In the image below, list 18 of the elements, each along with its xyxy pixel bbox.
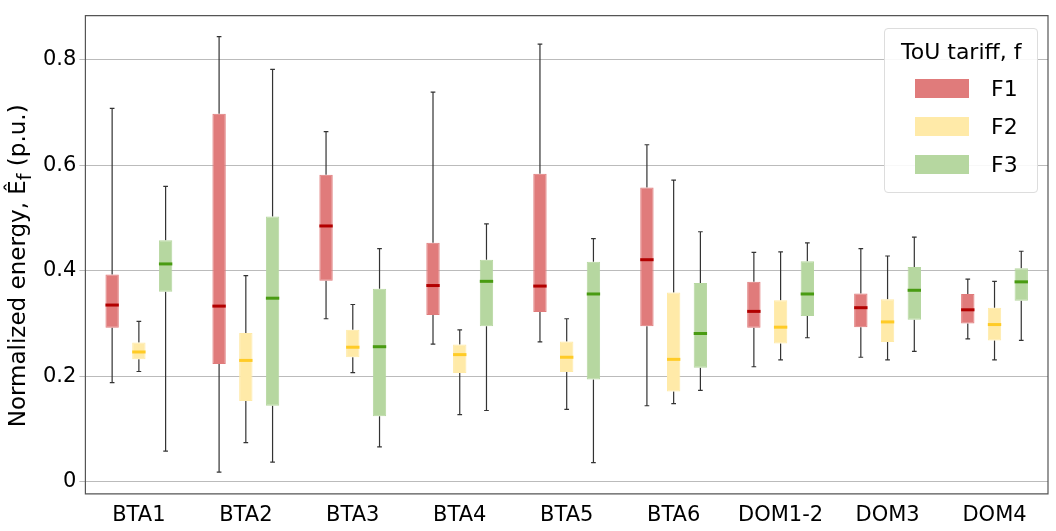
x-tick-label: BTA3: [326, 501, 380, 526]
legend-label: F3: [991, 152, 1018, 178]
x-tick-label: DOM3: [855, 501, 920, 526]
y-tick-label: 0: [63, 468, 77, 493]
x-tick-label: BTA5: [540, 501, 594, 526]
x-tick-label: BTA2: [219, 501, 273, 526]
legend-label: F2: [991, 114, 1018, 140]
x-tick-label: BTA4: [433, 501, 487, 526]
x-tick-label: BTA1: [112, 501, 166, 526]
x-tick-label: DOM4: [962, 501, 1027, 526]
y-tick-label: 0.6: [42, 151, 77, 176]
x-tick-label: DOM1-2: [738, 501, 824, 526]
y-tick-label: 0.4: [42, 257, 77, 282]
x-tick-label: BTA6: [646, 501, 701, 526]
y-tick-label: 0.2: [42, 362, 77, 387]
legend-title: ToU tariff, f: [901, 38, 1022, 64]
legend-label: F1: [991, 76, 1018, 102]
y-tick-label: 0.8: [42, 46, 77, 71]
